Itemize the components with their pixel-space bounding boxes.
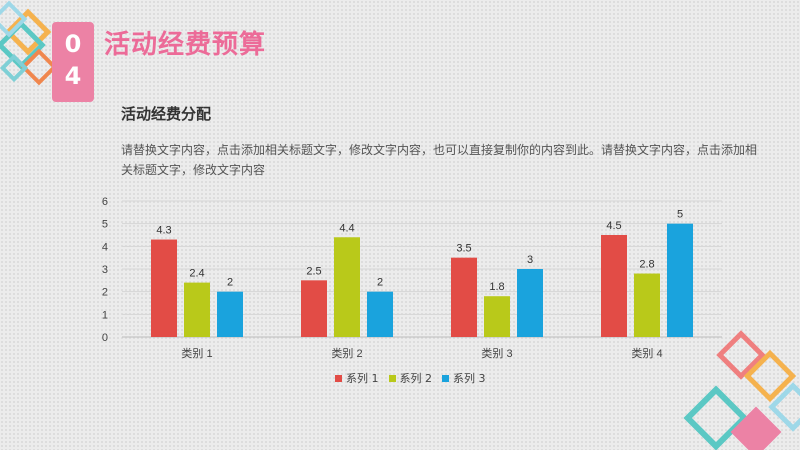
x-tick-label: 类别 3: [481, 346, 512, 360]
legend-label: 系列 3: [453, 372, 486, 385]
bar-series-2-category-1: [184, 282, 210, 337]
top-left-diamond-frames: [0, 0, 58, 86]
data-label: 2: [227, 277, 233, 289]
bar-series-2-category-4: [634, 273, 660, 337]
legend-swatch: [335, 374, 342, 382]
data-label: 2.8: [639, 259, 654, 271]
bar-series-1-category-3: [451, 257, 477, 337]
bar-series-3-category-4: [667, 223, 693, 337]
bar-series-3-category-1: [217, 291, 243, 337]
y-tick-label: 3: [102, 264, 108, 276]
description-text: 请替换文字内容，点击添加相关标题文字，修改文字内容，也可以直接复制你的内容到此。…: [121, 143, 758, 177]
bars: [151, 223, 693, 337]
bar-series-1-category-4: [601, 235, 627, 337]
data-label: 4.5: [606, 220, 621, 232]
data-labels: 4.3 2.4 2 2.5 4.4 2 3.5 1.8 3 4.5 2.8 5: [156, 209, 683, 294]
bar-series-1-category-2: [301, 280, 327, 337]
section-number-digit-1: 0: [64, 30, 82, 58]
data-label: 4.3: [156, 225, 171, 237]
bar-series-1-category-1: [151, 239, 177, 337]
page-title: 活动经费预算: [104, 30, 267, 60]
data-label: 2.5: [306, 265, 321, 277]
y-tick-label: 4: [102, 241, 108, 253]
gridlines: [122, 200, 722, 338]
legend-label: 系列 1: [346, 372, 379, 385]
chart-legend: 系列 1 系列 2 系列 3: [335, 371, 496, 385]
section-number-badge: 0 4: [52, 22, 94, 102]
y-tick-label: 5: [102, 219, 108, 231]
bottom-right-diamond-frames: [683, 330, 800, 450]
data-label: 3: [527, 254, 533, 266]
chart-subtitle: 活动经费分配: [121, 105, 212, 123]
data-label: 2: [377, 277, 383, 289]
data-label: 5: [677, 209, 683, 221]
y-tick-label: 1: [102, 309, 108, 321]
bar-series-2-category-2: [334, 237, 360, 337]
bar-series-3-category-3: [517, 269, 543, 337]
legend-item: 系列 2: [388, 370, 433, 386]
legend-label: 系列 2: [399, 372, 433, 385]
legend-item: 系列 1: [335, 370, 379, 386]
x-tick-label: 类别 2: [331, 346, 362, 360]
y-tick-label: 2: [102, 287, 108, 299]
legend-swatch: [388, 374, 396, 382]
data-label: 3.5: [456, 243, 471, 255]
x-tick-label: 类别 4: [631, 346, 662, 360]
legend-item: 系列 3: [442, 370, 486, 386]
data-label: 1.8: [489, 281, 504, 293]
data-label: 2.4: [189, 268, 204, 280]
legend-swatch: [442, 374, 449, 382]
y-tick-label: 6: [102, 196, 108, 208]
x-tick-label: 类别 1: [181, 346, 212, 360]
x-axis-ticks: 类别 1 类别 2 类别 3 类别 4: [181, 346, 662, 360]
bar-series-2-category-3: [484, 296, 510, 337]
y-axis-ticks: 0 1 2 3 4 5 6: [102, 196, 108, 344]
bar-series-3-category-2: [367, 291, 393, 337]
y-tick-label: 0: [102, 332, 108, 344]
section-number-digit-2: 4: [64, 62, 82, 90]
data-label: 4.4: [339, 222, 354, 234]
